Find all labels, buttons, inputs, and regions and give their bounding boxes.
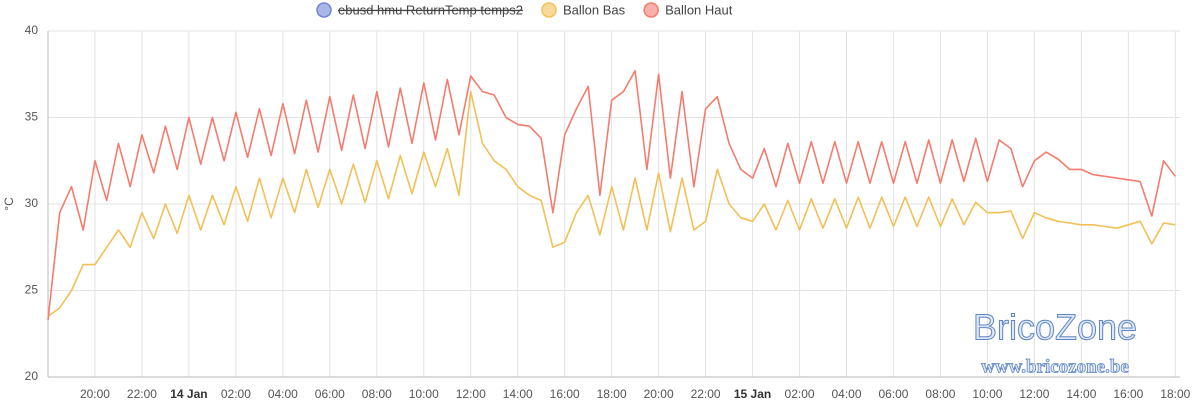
series-line — [47, 70, 1176, 320]
x-tick-label: 06:00 — [315, 387, 345, 401]
x-tick-label: 06:00 — [878, 387, 908, 401]
legend-item[interactable]: Ballon Bas — [541, 2, 626, 18]
legend-swatch — [541, 2, 557, 18]
legend-label: ebusd hmu ReturnTemp temps2 — [338, 2, 523, 17]
y-axis-label: °C — [2, 197, 16, 211]
x-tick-label: 10:00 — [409, 387, 439, 401]
x-tick-label: 04:00 — [831, 387, 861, 401]
x-tick-label: 02:00 — [785, 387, 815, 401]
x-tick-label: 16:00 — [1113, 387, 1143, 401]
watermark-url: www.bricozone.be — [981, 356, 1129, 377]
x-tick-label: 22:00 — [127, 387, 157, 401]
y-tick-label: 20 — [25, 369, 39, 383]
legend-label: Ballon Bas — [563, 2, 626, 17]
x-tick-label: 08:00 — [362, 387, 392, 401]
legend-label: Ballon Haut — [665, 2, 733, 17]
x-tick-label: 15 Jan — [734, 387, 771, 401]
series-line — [47, 90, 1176, 318]
x-tick-label: 18:00 — [1160, 387, 1190, 401]
x-tick-label: 10:00 — [972, 387, 1002, 401]
legend-item[interactable]: Ballon Haut — [643, 2, 733, 18]
x-tick-label: 22:00 — [691, 387, 721, 401]
x-tick-label: 02:00 — [221, 387, 251, 401]
y-tick-label: 25 — [25, 283, 39, 297]
y-tick-label: 40 — [25, 23, 39, 37]
y-tick-label: 30 — [25, 196, 39, 210]
x-tick-label: 08:00 — [925, 387, 955, 401]
x-tick-label: 18:00 — [597, 387, 627, 401]
y-tick-label: 35 — [25, 110, 39, 124]
x-tick-label: 14 Jan — [170, 387, 207, 401]
x-tick-label: 20:00 — [644, 387, 674, 401]
legend-swatch — [316, 2, 332, 18]
x-tick-label: 12:00 — [1019, 387, 1049, 401]
x-tick-label: 20:00 — [80, 387, 110, 401]
x-tick-label: 04:00 — [268, 387, 298, 401]
watermark-title: BricoZone — [973, 307, 1137, 348]
legend-item[interactable]: ebusd hmu ReturnTemp temps2 — [316, 2, 523, 18]
x-tick-label: 12:00 — [456, 387, 486, 401]
legend-swatch — [643, 2, 659, 18]
x-tick-label: 16:00 — [550, 387, 580, 401]
x-tick-label: 14:00 — [503, 387, 533, 401]
x-tick-label: 14:00 — [1066, 387, 1096, 401]
